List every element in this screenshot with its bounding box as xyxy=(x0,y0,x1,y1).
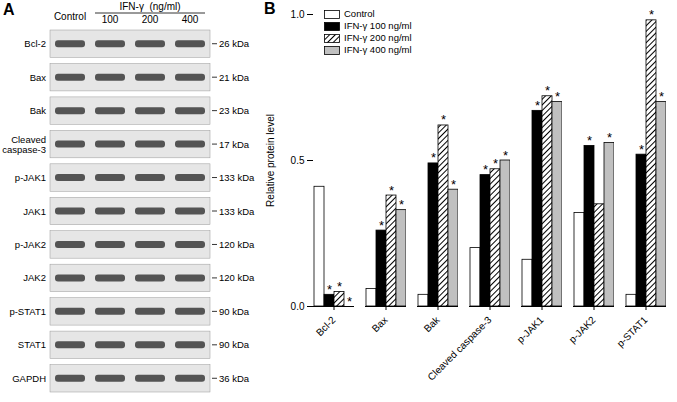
svg-text:GAPDH: GAPDH xyxy=(12,373,46,384)
svg-text:*: * xyxy=(535,98,540,113)
svg-text:Bax: Bax xyxy=(30,72,47,83)
svg-text:1.0: 1.0 xyxy=(291,9,305,20)
svg-text:Cleaved caspase-3: Cleaved caspase-3 xyxy=(425,314,494,383)
svg-text:90 kDa: 90 kDa xyxy=(219,339,250,350)
svg-text:p-STAT1: p-STAT1 xyxy=(615,314,650,349)
svg-text:*: * xyxy=(649,7,654,22)
svg-text:Bak: Bak xyxy=(30,105,47,116)
svg-text:0.0: 0.0 xyxy=(291,301,305,312)
svg-text:*: * xyxy=(327,282,332,297)
svg-text:120 kDa: 120 kDa xyxy=(219,272,255,283)
svg-text:p-JAK2: p-JAK2 xyxy=(15,239,46,250)
html-text:IFN-γ 200 ng/ml: IFN-γ 200 ng/ml xyxy=(344,32,412,43)
svg-text:120 kDa: 120 kDa xyxy=(219,239,255,250)
svg-text:Bax: Bax xyxy=(370,314,390,334)
svg-text:Relative protein level: Relative protein level xyxy=(265,114,276,207)
svg-text:*: * xyxy=(347,294,352,309)
svg-text:STAT1: STAT1 xyxy=(18,339,46,350)
svg-text:*: * xyxy=(503,148,508,163)
svg-text:JAK2: JAK2 xyxy=(23,272,46,283)
svg-text:21 kDa: 21 kDa xyxy=(219,72,250,83)
svg-text:JAK1: JAK1 xyxy=(23,206,46,217)
svg-text:p-JAK2: p-JAK2 xyxy=(567,314,598,345)
svg-text:400: 400 xyxy=(182,14,199,25)
svg-text:36 kDa: 36 kDa xyxy=(219,373,250,384)
svg-text:IFN-γ (ng/ml): IFN-γ (ng/ml) xyxy=(119,1,180,12)
svg-text:133 kDa: 133 kDa xyxy=(219,206,255,217)
svg-text:0.5: 0.5 xyxy=(291,155,305,166)
svg-text:Bak: Bak xyxy=(422,314,443,335)
svg-text:26 kDa: 26 kDa xyxy=(219,38,250,49)
svg-text:*: * xyxy=(587,133,592,148)
svg-text:*: * xyxy=(607,130,612,145)
svg-text:*: * xyxy=(399,197,404,212)
svg-text:Cleavedcaspase-3: Cleavedcaspase-3 xyxy=(2,134,46,155)
svg-text:100: 100 xyxy=(102,14,119,25)
svg-text:*: * xyxy=(337,279,342,294)
html-text:Control: Control xyxy=(344,8,375,19)
svg-text:*: * xyxy=(379,218,384,233)
svg-text:17 kDa: 17 kDa xyxy=(219,139,250,150)
svg-text:*: * xyxy=(493,156,498,171)
svg-text:p-JAK1: p-JAK1 xyxy=(515,314,546,345)
svg-text:*: * xyxy=(545,83,550,98)
svg-text:A: A xyxy=(3,1,15,18)
svg-text:*: * xyxy=(441,112,446,127)
svg-text:Control: Control xyxy=(54,11,86,22)
svg-text:*: * xyxy=(555,89,560,104)
svg-text:Bcl-2: Bcl-2 xyxy=(24,38,46,49)
svg-text:p-JAK1: p-JAK1 xyxy=(15,172,46,183)
svg-text:*: * xyxy=(451,177,456,192)
svg-text:Bcl-2: Bcl-2 xyxy=(314,314,338,338)
html-text:B: B xyxy=(264,0,276,17)
svg-text:*: * xyxy=(431,150,436,165)
svg-text:*: * xyxy=(639,142,644,157)
html-text:IFN-γ 100 ng/ml: IFN-γ 100 ng/ml xyxy=(344,20,412,31)
svg-text:23 kDa: 23 kDa xyxy=(219,105,250,116)
svg-text:p-STAT1: p-STAT1 xyxy=(9,306,46,317)
svg-text:200: 200 xyxy=(142,14,159,25)
svg-text:90 kDa: 90 kDa xyxy=(219,306,250,317)
svg-text:*: * xyxy=(389,183,394,198)
svg-text:*: * xyxy=(659,89,664,104)
html-text:IFN-γ 400 ng/ml: IFN-γ 400 ng/ml xyxy=(344,44,412,55)
svg-text:133 kDa: 133 kDa xyxy=(219,172,255,183)
svg-text:*: * xyxy=(483,162,488,177)
